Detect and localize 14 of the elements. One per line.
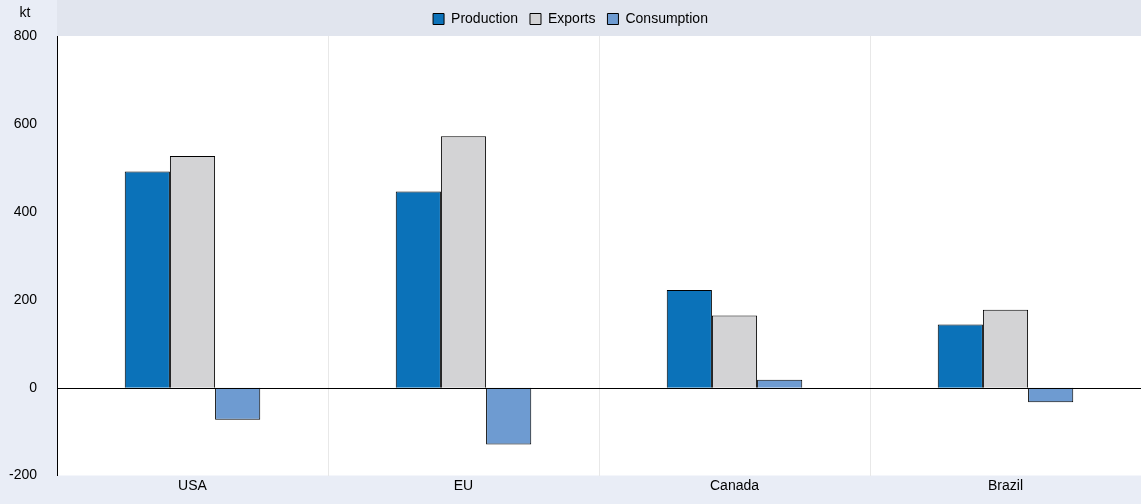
legend-label: Consumption xyxy=(625,9,708,26)
x-tick-label: Brazil xyxy=(987,476,1024,493)
x-tick-label: EU xyxy=(453,476,474,493)
y-tick-label: 200 xyxy=(13,290,38,307)
legend-label: Production xyxy=(451,9,518,26)
y-tick-label: -200 xyxy=(8,466,38,483)
y-tick-label: 0 xyxy=(29,378,38,395)
y-axis-title: kt xyxy=(19,3,31,20)
x-tick-label: Canada xyxy=(709,476,760,493)
legend-label: Exports xyxy=(547,9,596,26)
y-tick-label: 800 xyxy=(13,26,38,43)
y-tick-label: 400 xyxy=(13,202,38,219)
y-tick-label: 600 xyxy=(13,114,38,131)
x-tick-label: USA xyxy=(178,476,208,493)
